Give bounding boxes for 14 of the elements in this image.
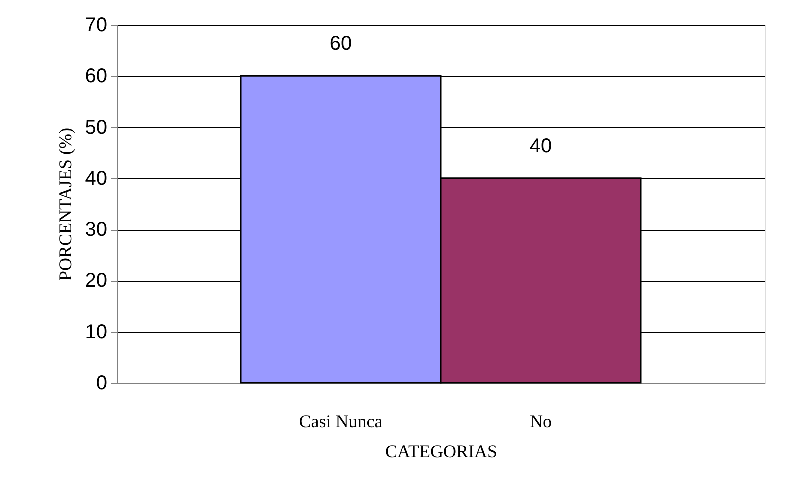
y-tick-label: 20 bbox=[85, 270, 108, 292]
x-tick-label: No bbox=[530, 412, 552, 432]
y-tick-label: 30 bbox=[85, 219, 108, 242]
data-label: 40 bbox=[530, 135, 552, 158]
y-tick-label: 70 bbox=[85, 14, 108, 36]
y-tick-label: 50 bbox=[85, 116, 108, 139]
x-tick-label: Casi Nunca bbox=[299, 412, 383, 432]
y-axis-title: PORCENTAJES (%) bbox=[55, 128, 76, 282]
x-axis-title: CATEGORIAS bbox=[385, 442, 498, 462]
y-tick-label: 0 bbox=[96, 372, 108, 394]
y-tick-label: 10 bbox=[85, 321, 108, 344]
y-tick-label: 40 bbox=[85, 168, 108, 190]
y-tick-label: 60 bbox=[85, 66, 108, 88]
data-label: 60 bbox=[330, 33, 352, 56]
